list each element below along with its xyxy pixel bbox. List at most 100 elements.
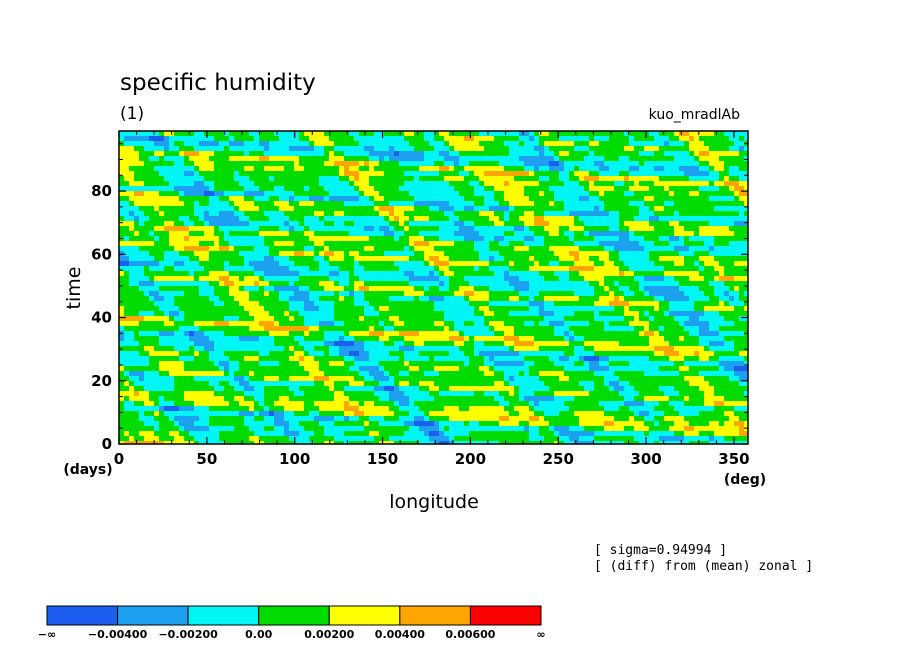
heatmap-cell — [689, 201, 695, 207]
heatmap-cell — [579, 231, 585, 237]
heatmap-cell — [249, 181, 255, 187]
heatmap-cell — [279, 321, 285, 327]
heatmap-cell — [414, 286, 420, 292]
heatmap-cell — [439, 146, 445, 152]
heatmap-cell — [559, 151, 565, 157]
heatmap-cell — [694, 146, 700, 152]
heatmap-cell — [179, 246, 185, 252]
heatmap-cell — [629, 196, 635, 202]
heatmap-cell — [739, 276, 745, 282]
heatmap-cell — [549, 191, 555, 197]
heatmap-cell — [184, 296, 190, 302]
heatmap-cell — [574, 221, 580, 227]
heatmap-cell — [504, 186, 510, 192]
heatmap-cell — [699, 166, 705, 172]
heatmap-cell — [504, 211, 510, 217]
heatmap-cell — [354, 181, 360, 187]
heatmap-cell — [714, 186, 720, 192]
heatmap-cell — [259, 186, 265, 192]
heatmap-cell — [369, 211, 375, 217]
heatmap-cell — [474, 301, 480, 307]
heatmap-cell — [279, 166, 285, 172]
heatmap-cell — [454, 326, 460, 332]
heatmap-cell — [364, 291, 370, 297]
heatmap-cell — [134, 296, 140, 302]
heatmap-cell — [329, 166, 335, 172]
heatmap-cell — [449, 281, 455, 287]
heatmap-cell — [464, 246, 470, 252]
heatmap-cell — [694, 266, 700, 272]
heatmap-cell — [689, 271, 695, 277]
heatmap-cell — [299, 211, 305, 217]
heatmap-cell — [509, 251, 515, 257]
heatmap-cell — [199, 276, 205, 282]
heatmap-cell — [184, 266, 190, 272]
heatmap-cell — [229, 261, 235, 267]
heatmap-cell — [284, 196, 290, 202]
heatmap-cell — [614, 276, 620, 282]
heatmap-cell — [149, 216, 155, 222]
heatmap-cell — [289, 241, 295, 247]
heatmap-cell — [564, 246, 570, 252]
heatmap-cell — [669, 226, 675, 232]
heatmap-cell — [359, 186, 365, 192]
heatmap-cell — [499, 151, 505, 157]
heatmap-cell — [509, 301, 515, 307]
heatmap-cell — [534, 206, 540, 212]
heatmap-cell — [344, 261, 350, 267]
heatmap-cell — [404, 231, 410, 237]
heatmap-cell — [614, 296, 620, 302]
heatmap-cell — [364, 301, 370, 307]
heatmap-cell — [534, 141, 540, 147]
heatmap-cell — [369, 321, 375, 327]
heatmap-cell — [529, 316, 535, 322]
heatmap-cell — [534, 171, 540, 177]
heatmap-cell — [499, 226, 505, 232]
heatmap-cell — [314, 201, 320, 207]
heatmap-cell — [419, 136, 425, 142]
heatmap-cell — [224, 136, 230, 142]
heatmap-cell — [484, 226, 490, 232]
heatmap-cell — [629, 291, 635, 297]
heatmap-cell — [549, 266, 555, 272]
heatmap-cell — [319, 266, 325, 272]
heatmap-cell — [154, 296, 160, 302]
heatmap-cell — [624, 306, 630, 312]
heatmap-cell — [604, 206, 610, 212]
heatmap-cell — [384, 141, 390, 147]
heatmap-cell — [744, 226, 749, 232]
heatmap-cell — [679, 321, 685, 327]
heatmap-cell — [549, 261, 555, 267]
heatmap-cell — [249, 286, 255, 292]
heatmap-cell — [244, 161, 250, 167]
heatmap-cell — [339, 201, 345, 207]
heatmap-cell — [714, 246, 720, 252]
heatmap-cell — [514, 211, 520, 217]
heatmap-cell — [619, 181, 625, 187]
heatmap-cell — [404, 321, 410, 327]
heatmap-cell — [744, 166, 749, 172]
heatmap-cell — [499, 191, 505, 197]
heatmap-cell — [354, 266, 360, 272]
heatmap-cell — [619, 211, 625, 217]
heatmap-cell — [599, 186, 605, 192]
heatmap-cell — [489, 326, 495, 332]
heatmap-cell — [134, 161, 140, 167]
heatmap-cell — [169, 326, 175, 332]
heatmap-cell — [449, 261, 455, 267]
heatmap-cell — [659, 281, 665, 287]
heatmap-cell — [459, 166, 465, 172]
heatmap-cell — [639, 316, 645, 322]
heatmap-cell — [464, 286, 470, 292]
heatmap-cell — [469, 316, 475, 322]
heatmap-cell — [459, 131, 465, 137]
heatmap-cell — [479, 181, 485, 187]
heatmap-cell — [279, 271, 285, 277]
heatmap-cell — [669, 251, 675, 257]
heatmap-cell — [714, 216, 720, 222]
heatmap-cell — [239, 166, 245, 172]
heatmap-cell — [634, 296, 640, 302]
heatmap-cell — [199, 191, 205, 197]
heatmap-cell — [389, 271, 395, 277]
heatmap-cell — [709, 296, 715, 302]
